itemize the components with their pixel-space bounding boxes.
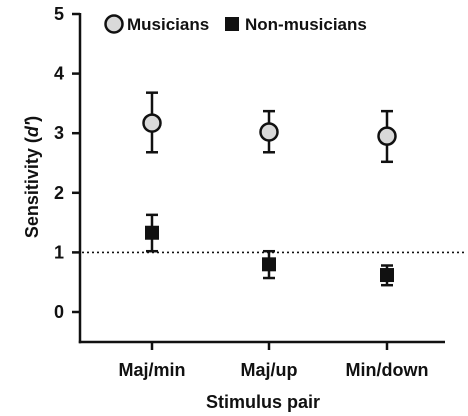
y-axis-title-tail: ) xyxy=(22,116,42,122)
y-tick-label: 2 xyxy=(54,183,64,203)
point-musicians xyxy=(142,113,162,133)
point-non-musicians xyxy=(380,268,394,283)
y-axis-title: Sensitivity (d′) xyxy=(22,116,42,238)
x-axis-title: Stimulus pair xyxy=(206,392,320,412)
legend-label: Musicians xyxy=(127,15,209,34)
y-axis-title-italic: d′ xyxy=(22,121,42,137)
y-tick-label: 1 xyxy=(54,242,64,262)
marks-layer xyxy=(142,91,397,287)
ticks-layer: 0 1 2 3 4 5 Maj/min Maj/up Min/down xyxy=(54,4,429,380)
x-tick-label: Maj/up xyxy=(241,360,298,380)
legend-marker-circle xyxy=(104,14,124,34)
y-tick-label: 5 xyxy=(54,4,64,24)
point-non-musicians xyxy=(262,257,276,272)
point-musicians xyxy=(377,126,397,146)
legend-label: Non-musicians xyxy=(245,15,367,34)
x-tick-label: Min/down xyxy=(346,360,429,380)
point-non-musicians xyxy=(145,225,159,240)
y-axis-title-main: Sensitivity ( xyxy=(22,137,42,238)
x-tick-label: Maj/min xyxy=(118,360,185,380)
y-tick-label: 3 xyxy=(54,123,64,143)
y-tick-label: 4 xyxy=(54,64,64,84)
y-tick-label: 0 xyxy=(54,302,64,322)
axes-layer xyxy=(78,13,445,344)
legend-marker-square xyxy=(225,17,239,31)
point-musicians xyxy=(259,122,279,142)
legend: Musicians Non-musicians xyxy=(104,14,367,34)
